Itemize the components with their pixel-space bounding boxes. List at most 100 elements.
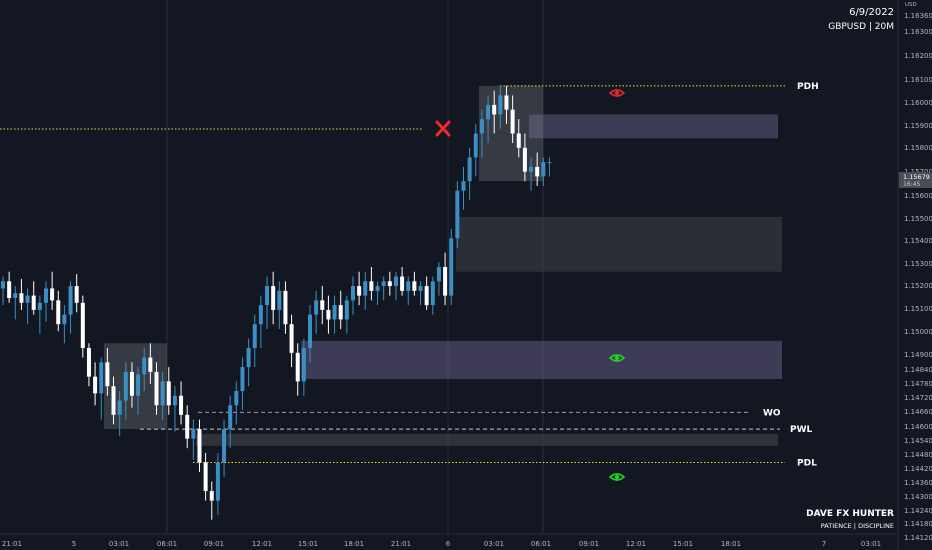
candle-body <box>13 293 18 298</box>
candle-body <box>332 305 337 320</box>
price-tick-label: 1.16360 <box>904 12 932 20</box>
time-tick-label: 15:01 <box>298 540 318 548</box>
brand-motto: PATIENCE | DISCIPLINE <box>820 522 894 530</box>
candle-body <box>498 95 503 115</box>
price-tick-label: 1.14180 <box>904 520 932 528</box>
candle-body <box>136 374 141 396</box>
time-tick-label: 06:01 <box>531 540 551 548</box>
price-tick-label: 1.15800 <box>904 144 932 152</box>
candle-body <box>209 491 214 501</box>
candle-body <box>369 281 374 291</box>
time-tick-label: 12:01 <box>252 540 272 548</box>
candle-body <box>443 267 448 296</box>
time-tick-label: 09:01 <box>579 540 599 548</box>
red-cross-icon <box>435 120 451 137</box>
candle-body <box>301 348 306 382</box>
price-tick-label: 1.15600 <box>904 192 932 200</box>
candle-body <box>7 281 12 298</box>
candle-body <box>222 429 227 463</box>
candle-body <box>387 281 392 287</box>
candle-body <box>265 286 270 306</box>
candle-body <box>381 281 386 287</box>
price-tick-label: 1.14480 <box>904 451 932 459</box>
candle-body <box>185 414 190 439</box>
time-tick-label: 5 <box>72 540 76 548</box>
price-tick-label: 1.15500 <box>904 215 932 223</box>
candle-body <box>80 302 85 349</box>
candle-body <box>105 362 110 387</box>
candle-body <box>154 371 159 406</box>
price-tick-label: 1.15100 <box>904 305 932 313</box>
candle-body <box>25 295 30 303</box>
candle-body <box>492 104 497 115</box>
green-eye-icon <box>608 354 626 362</box>
candle-body <box>160 381 165 406</box>
candle-body <box>197 429 202 463</box>
candle-body <box>252 324 257 349</box>
candle-body <box>436 267 441 282</box>
price-tick-label: 1.15000 <box>904 328 932 336</box>
candle-body <box>479 119 484 134</box>
price-tick-label: 1.14420 <box>904 465 932 473</box>
time-tick-label: 21:01 <box>391 540 411 548</box>
candle-body <box>529 166 534 172</box>
price-tick-label: 1.16100 <box>904 76 932 84</box>
red-eye-icon <box>608 89 626 97</box>
candle-body <box>228 405 233 430</box>
candle-body <box>50 288 55 301</box>
candle-body <box>111 386 116 415</box>
candle-body <box>308 314 312 349</box>
candle-body <box>56 300 61 325</box>
candle-body <box>123 371 128 401</box>
candle-body <box>467 157 472 182</box>
brand-name: DAVE FX HUNTER <box>806 509 894 519</box>
price-tick-label: 1.15300 <box>904 260 932 268</box>
time-tick-label: 21:01 <box>2 540 22 548</box>
candle-body <box>1 281 5 289</box>
time-tick-label: 6 <box>446 540 451 548</box>
lower-strip <box>196 433 778 446</box>
time-tick-label: 03:01 <box>109 540 129 548</box>
price-tick-label: 1.14540 <box>904 437 932 445</box>
candle-body <box>246 348 251 368</box>
candle-body <box>166 381 171 406</box>
candle-body <box>344 300 349 320</box>
candle-body <box>277 290 282 310</box>
candle-body <box>504 95 509 110</box>
price-tick-label: 1.14600 <box>904 423 932 431</box>
price-tick-label: 1.16000 <box>904 99 932 107</box>
candle-body <box>203 462 208 492</box>
candle-body <box>375 286 380 291</box>
green-eye-icon <box>608 473 626 481</box>
time-tick-label: 12:01 <box>626 540 646 548</box>
candle-body <box>522 147 527 172</box>
candle-body <box>99 362 104 394</box>
candle-body <box>424 286 429 306</box>
time-tick-label: 09:01 <box>204 540 224 548</box>
candle-body <box>148 357 153 372</box>
price-tick-label: 1.14780 <box>904 380 932 388</box>
candle-body <box>31 295 36 310</box>
demand-zone-low <box>301 340 782 380</box>
level-label-pdh: PDH <box>797 82 819 92</box>
price-tick-label: 1.14360 <box>904 479 932 487</box>
candle-body <box>326 309 331 320</box>
candle-body <box>320 300 325 310</box>
candle-body <box>68 286 73 315</box>
price-tick-label: 1.15900 <box>904 122 932 130</box>
price-tick-label: 1.14300 <box>904 493 932 501</box>
candle-body <box>357 286 362 296</box>
candle-body <box>37 302 42 310</box>
candle-body <box>74 286 79 303</box>
candle-body <box>412 281 417 291</box>
price-tick-label: 1.14240 <box>904 507 932 515</box>
level-label-wo: WO <box>763 408 781 418</box>
price-tick-label: 1.15200 <box>904 282 932 290</box>
candle-body <box>43 288 48 303</box>
candle-countdown: 16:45 <box>903 181 920 188</box>
price-tick-label: 1.16300 <box>904 28 932 36</box>
price-tick-label: 1.15400 <box>904 237 932 245</box>
current-price-value: 1.15679 <box>903 173 930 181</box>
